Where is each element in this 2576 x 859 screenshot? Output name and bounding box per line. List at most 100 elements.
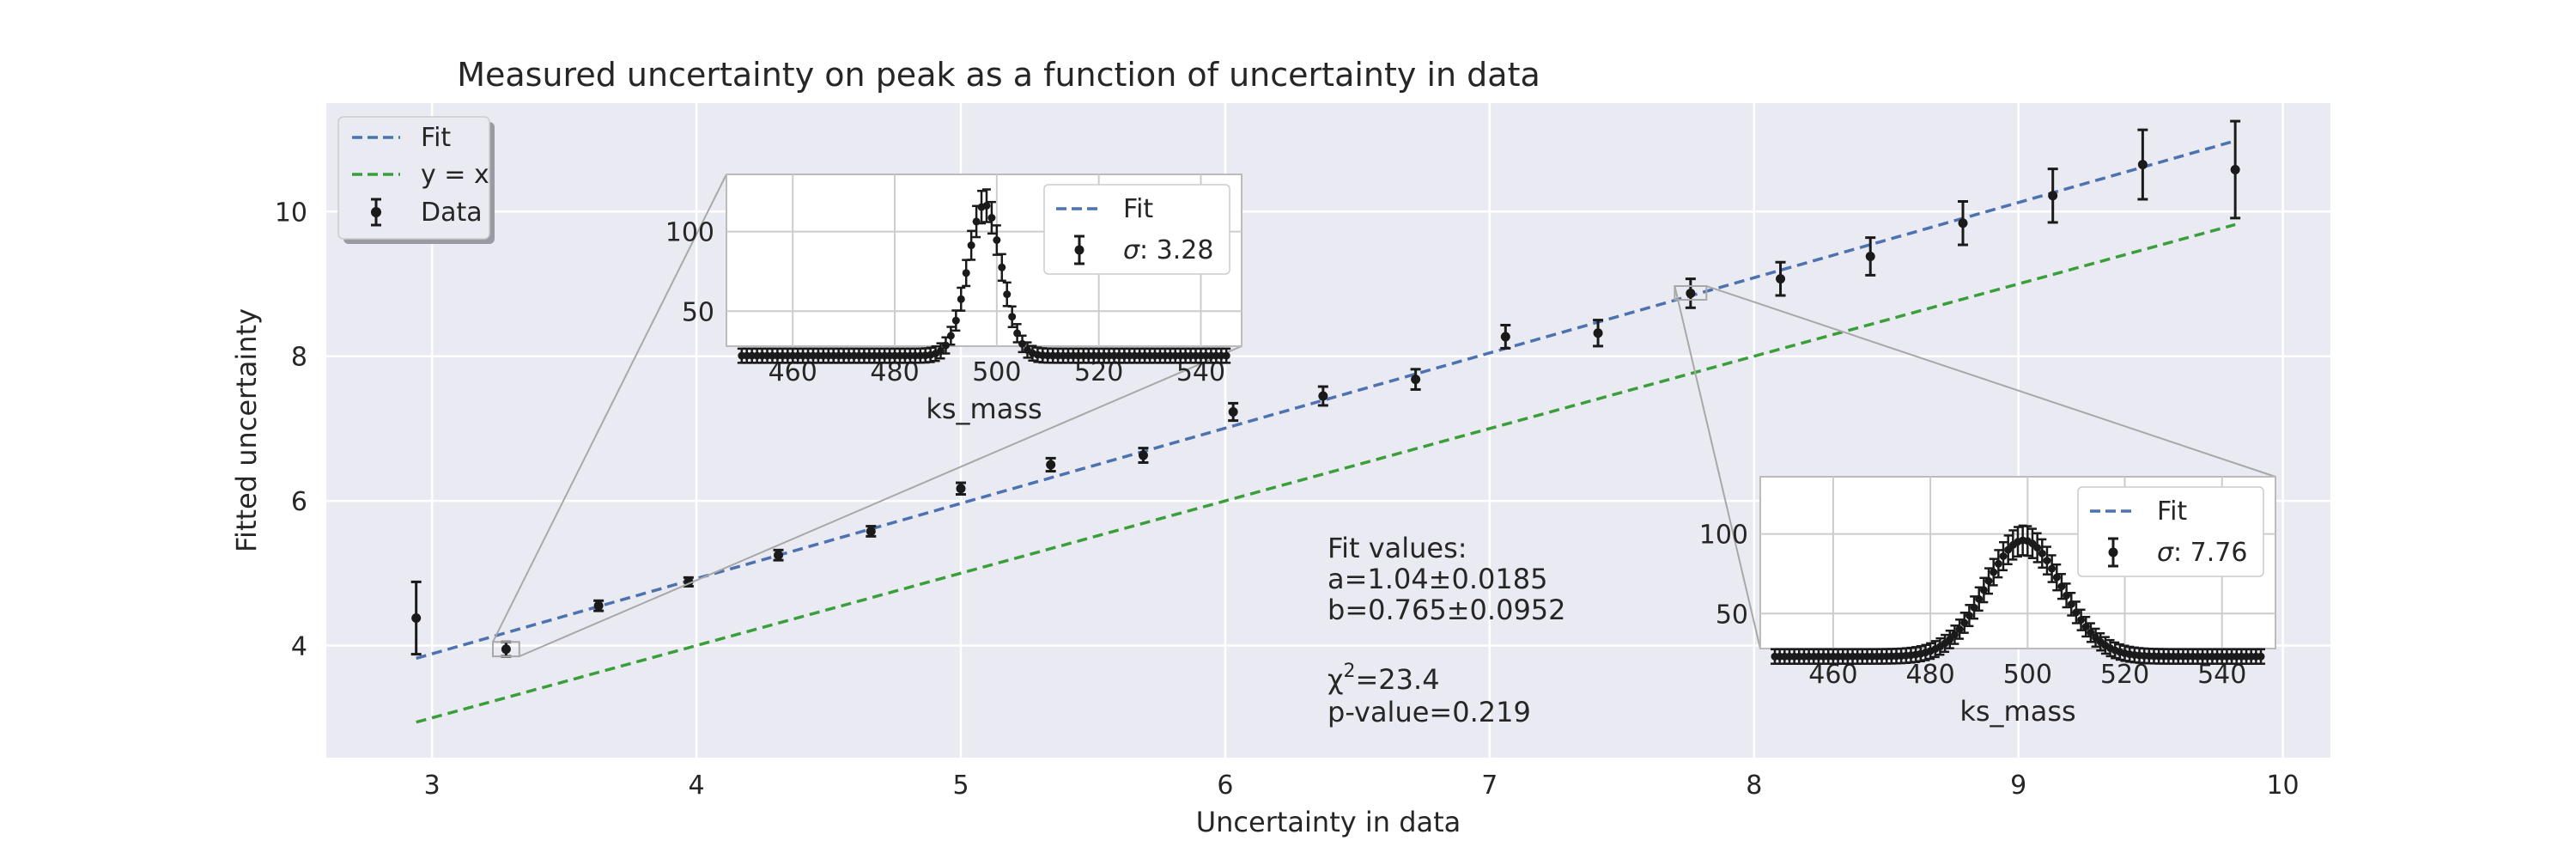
- inset-legend-box: [2077, 486, 2264, 577]
- inset-data-marker: [1008, 313, 1017, 321]
- data-point: [1957, 200, 1968, 247]
- data-point: [2137, 128, 2148, 201]
- x-tick-label: 6: [1217, 771, 1233, 801]
- inset-data-marker: [998, 263, 1006, 271]
- data-marker: [2230, 164, 2240, 174]
- inset-data-marker: [1990, 568, 1998, 576]
- legend-fit-label: Fit: [421, 123, 451, 153]
- chi2-number: =23.4: [1355, 663, 1439, 696]
- y-tick-label: 6: [291, 487, 307, 517]
- x-tick-label: 5: [952, 771, 969, 801]
- data-point: [1228, 401, 1239, 423]
- data-marker: [593, 600, 604, 611]
- data-marker: [1865, 252, 1875, 262]
- inset-legend-sigma-label: σ: 3.28: [1123, 235, 1213, 265]
- inset-y-tick-label: 100: [665, 218, 714, 248]
- data-marker: [501, 644, 511, 655]
- data-marker: [866, 526, 876, 536]
- data-marker: [2137, 160, 2148, 170]
- inset-data-marker: [987, 214, 996, 222]
- data-point: [773, 548, 784, 562]
- data-point: [2047, 168, 2058, 224]
- fit-values-header: Fit values:: [1327, 532, 1467, 564]
- inset-data-marker: [2081, 623, 2090, 631]
- identity-line: [416, 222, 2236, 724]
- inset-x-tick-label: 500: [2003, 660, 2052, 690]
- legend-identity-label: y = x: [421, 160, 489, 190]
- x-tick-label: 4: [689, 771, 705, 801]
- y-axis-label: Fitted uncertainty: [230, 308, 263, 552]
- sigma-value: : 3.28: [1139, 235, 1213, 265]
- inset-data-marker: [993, 236, 1001, 245]
- data-point: [1317, 385, 1328, 407]
- sigma-symbol: σ: [2157, 538, 2174, 568]
- zoom-connector: [519, 345, 1242, 658]
- zoom-connector: [1706, 285, 2276, 478]
- inset-data-marker: [1970, 603, 1978, 612]
- inset-legend-fit-label: Fit: [1123, 194, 1153, 224]
- inset-data-marker: [941, 341, 950, 350]
- inset-data-points: [1770, 524, 2266, 665]
- inset-data-marker: [2038, 549, 2046, 557]
- inset-data-marker: [1003, 290, 1012, 299]
- zoom-region: [491, 641, 520, 658]
- fit-value-a: a=1.04±0.0185: [1327, 563, 1547, 595]
- data-marker: [774, 550, 784, 560]
- data-marker: [2048, 191, 2058, 201]
- inset-data-marker: [2048, 564, 2057, 573]
- inset-data-marker: [1999, 551, 2008, 560]
- data-marker: [1776, 274, 1786, 284]
- inset-data-marker: [1946, 635, 1954, 643]
- inset-data-marker: [946, 332, 955, 340]
- inset-data-marker: [1960, 618, 1969, 627]
- inset-data-marker: [1965, 612, 1973, 620]
- data-point: [866, 525, 877, 538]
- inset-legend-box: [1043, 184, 1230, 275]
- data-marker: [1500, 332, 1510, 342]
- inset-data-marker: [1994, 559, 2002, 568]
- inset-data-marker: [962, 269, 970, 277]
- inset-legend-fit-label: Fit: [2157, 497, 2187, 527]
- data-point: [1865, 236, 1876, 277]
- data-point: [410, 580, 422, 656]
- inset-x-tick-label: 500: [972, 357, 1021, 387]
- zoom-connector: [1674, 285, 1761, 649]
- zoom-connectors: [491, 174, 2276, 658]
- inset-data-marker: [2087, 628, 2095, 637]
- x-tick-label: 3: [424, 771, 440, 801]
- zoom-connector: [492, 174, 727, 643]
- sigma-symbol: σ: [1123, 235, 1140, 265]
- data-marker: [1046, 460, 1056, 470]
- inset-data-marker: [1955, 624, 1964, 633]
- inset-data-marker: [2052, 573, 2061, 582]
- data-marker: [411, 612, 422, 623]
- chi2-symbol: χ: [1327, 663, 1343, 696]
- inset-x-axis-label: ks_mass: [926, 393, 1042, 425]
- data-point: [2230, 119, 2241, 220]
- chi2-value: χ2=23.4: [1327, 661, 1440, 696]
- inset-data-marker: [1984, 576, 1993, 585]
- inset-data-marker: [2043, 557, 2051, 565]
- chart-title: Measured uncertainty on peak as a functi…: [457, 56, 1540, 94]
- legend-data-label: Data: [421, 198, 483, 228]
- data-marker: [1228, 407, 1238, 417]
- x-tick-label: 8: [1746, 771, 1762, 801]
- data-point: [1500, 323, 1511, 350]
- x-tick-label: 9: [2010, 771, 2026, 801]
- sigma-value: : 7.76: [2173, 538, 2247, 568]
- inset-x-tick-label: 520: [2100, 660, 2149, 690]
- inset-data-points: [737, 188, 1231, 364]
- zoom-region: [1674, 285, 1708, 302]
- x-tick-label: 7: [1481, 771, 1498, 801]
- data-marker: [1958, 218, 1968, 228]
- data-point: [1593, 319, 1604, 348]
- legend-data-marker: [371, 207, 381, 217]
- fit-lines: [416, 139, 2236, 724]
- main-legend: Fit y = x Data: [337, 116, 495, 244]
- inset-x-tick-label: 480: [1905, 660, 1954, 690]
- data-marker: [1138, 450, 1148, 460]
- inset-legend-marker: [1074, 245, 1084, 255]
